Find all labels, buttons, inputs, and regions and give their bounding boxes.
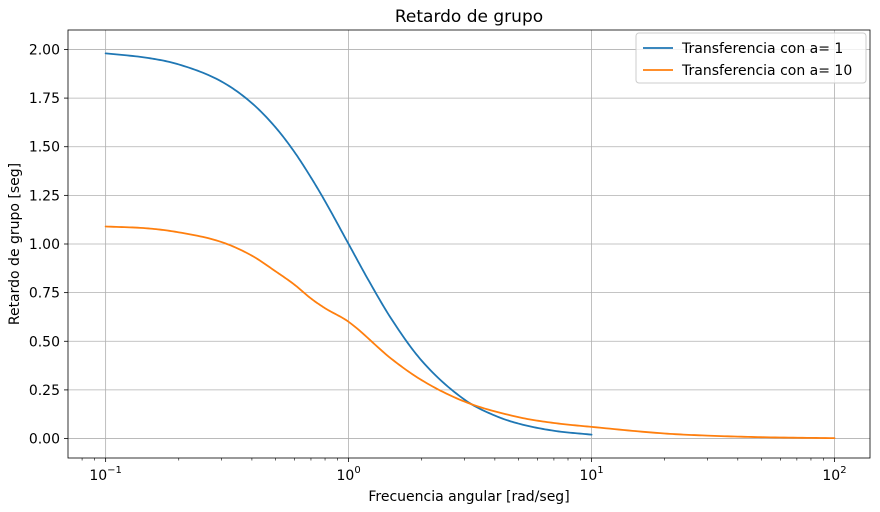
series-layer	[104, 52, 836, 440]
series-line-a10	[104, 225, 836, 440]
legend-entry-a1: Transferencia con a= 1	[681, 41, 843, 57]
legend: Transferencia con a= 1 Transferencia con…	[635, 32, 867, 84]
y-tick-label: 1.00	[29, 237, 60, 253]
x-tick-label: 10−1	[89, 465, 122, 484]
tick-layer: 0.00 0.25 0.50 0.75 1.00 1.25 1.50 1.75 2.00 10−1…	[29, 42, 847, 484]
series-line-a1	[104, 52, 593, 436]
x-tick-label: 100	[336, 465, 360, 484]
x-tick-label: 102	[822, 465, 846, 484]
legend-box	[635, 32, 867, 84]
x-tick-label: 101	[579, 465, 603, 484]
y-tick-label: 0.25	[29, 383, 60, 399]
y-tick-label: 1.25	[29, 188, 60, 204]
legend-entry-a10: Transferencia con a= 10	[681, 63, 852, 79]
y-tick-label: 1.50	[29, 140, 60, 156]
y-axis-label: Retardo de grupo [seg]	[7, 163, 23, 325]
y-tick-label: 0.75	[29, 286, 60, 302]
y-tick-label: 2.00	[29, 42, 60, 58]
x-axis-label: Frecuencia angular [rad/seg]	[368, 489, 569, 505]
chart-title: Retardo de grupo	[395, 7, 543, 27]
y-tick-label: 1.75	[29, 91, 60, 107]
y-tick-label: 0.00	[29, 432, 60, 448]
y-tick-label: 0.50	[29, 334, 60, 350]
